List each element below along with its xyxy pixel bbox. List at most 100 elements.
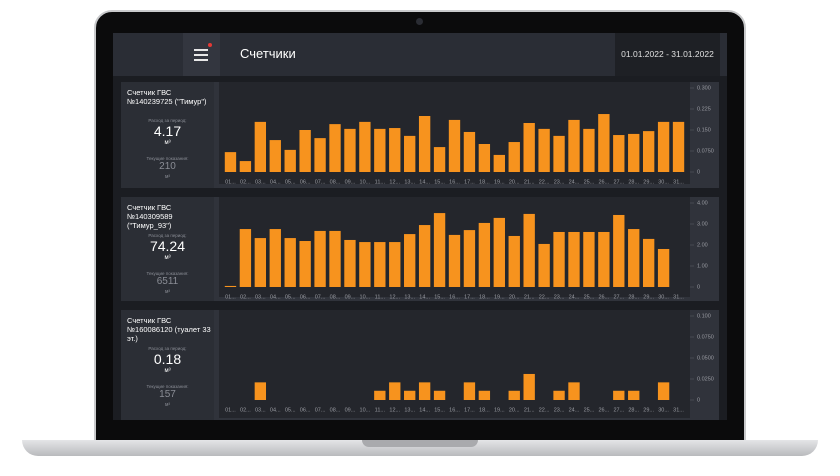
bar	[508, 235, 520, 287]
bar	[553, 390, 565, 400]
period-unit: м³	[164, 140, 171, 146]
x-tick-label: 02...	[240, 407, 251, 413]
y-tick-label: 0.0250	[697, 376, 714, 382]
meter-name: Счетчик ГВС №140309589 ("Тимур_93")	[127, 203, 173, 230]
bar	[344, 239, 356, 287]
x-tick-label: 22...	[539, 407, 550, 413]
x-tick-label: 27...	[613, 179, 624, 185]
x-tick-label: 31...	[673, 294, 684, 300]
period-value: 0.18	[153, 351, 182, 367]
menu-line	[194, 59, 208, 61]
current-unit: м³	[164, 289, 171, 295]
x-tick-label: 25...	[584, 179, 595, 185]
x-tick-label: 25...	[584, 294, 595, 300]
bar	[568, 119, 580, 172]
x-tick-label: 24...	[569, 179, 580, 185]
x-tick-label: 29...	[643, 294, 654, 300]
bar	[404, 390, 416, 400]
x-tick-label: 13...	[404, 179, 415, 185]
bar	[418, 382, 431, 400]
x-tick-label: 30...	[658, 294, 669, 300]
current-label: Текущие показания:	[146, 271, 189, 276]
x-tick-label: 28...	[628, 179, 639, 185]
date-range[interactable]: 01.01.2022 - 31.01.2022	[615, 33, 720, 76]
x-tick-label: 14...	[419, 407, 430, 413]
bar	[389, 382, 401, 400]
x-tick-label: 23...	[554, 294, 565, 300]
bar	[628, 390, 640, 400]
y-tick-label: 0.300	[697, 85, 711, 91]
y-tick-label: 0	[697, 397, 700, 403]
chart: 0 1.00 2.00 3.00 4.00 01... 02... 03... 04... 05.…	[219, 197, 708, 300]
x-tick-label: 30...	[658, 179, 669, 185]
x-tick-label: 31...	[673, 179, 684, 185]
bar	[418, 225, 431, 287]
x-tick-label: 04...	[270, 407, 281, 413]
period-label: Расход за период:	[148, 233, 187, 238]
bar	[478, 144, 491, 172]
bar	[642, 238, 655, 287]
chart: 0 0.0250 0.0500 0.0750 0.100 01... 02... 03... 0…	[219, 310, 714, 418]
x-tick-label: 09...	[345, 179, 356, 185]
x-tick-label: 12...	[389, 179, 400, 185]
x-tick-label: 10...	[360, 407, 371, 413]
bar	[493, 154, 505, 172]
bar	[224, 285, 237, 287]
menu-line	[194, 54, 208, 56]
bar	[404, 135, 416, 172]
bar	[269, 140, 281, 172]
x-tick-label: 25...	[584, 407, 595, 413]
x-tick-label: 27...	[613, 294, 624, 300]
screen: Счетчики 01.01.2022 - 31.01.2022 Счетчик…	[113, 33, 727, 420]
camera	[416, 18, 423, 25]
bar	[568, 382, 580, 400]
bar	[404, 234, 416, 287]
menu-button[interactable]	[183, 33, 220, 76]
x-tick-label: 09...	[345, 294, 356, 300]
bar	[448, 119, 461, 172]
x-tick-label: 28...	[628, 294, 639, 300]
bar	[374, 128, 386, 172]
x-tick-label: 16...	[449, 407, 460, 413]
y-tick-label: 3.00	[697, 221, 708, 227]
x-tick-label: 10...	[360, 179, 371, 185]
y-tick-label: 1.00	[697, 263, 708, 269]
x-tick-label: 19...	[494, 179, 505, 185]
header: Счетчики 01.01.2022 - 31.01.2022	[113, 33, 727, 76]
period-unit: м³	[164, 368, 171, 374]
x-tick-label: 15...	[434, 294, 445, 300]
period-value: 74.24	[149, 238, 186, 254]
x-tick-label: 14...	[419, 179, 430, 185]
bar	[433, 147, 446, 172]
y-tick-label: 0.0500	[697, 355, 714, 361]
bar	[493, 217, 505, 287]
bar	[359, 242, 371, 287]
x-tick-label: 31...	[673, 407, 684, 413]
bar	[657, 382, 670, 400]
x-tick-label: 22...	[539, 294, 550, 300]
x-tick-label: 26...	[599, 407, 610, 413]
y-tick-label: 0.0750	[697, 334, 714, 340]
x-tick-label: 19...	[494, 407, 505, 413]
x-tick-label: 22...	[539, 179, 550, 185]
y-tick-label: 0	[697, 169, 700, 175]
x-tick-label: 10...	[360, 294, 371, 300]
x-tick-label: 21...	[524, 294, 535, 300]
period-unit: м³	[164, 255, 171, 261]
bar	[433, 213, 446, 287]
x-tick-label: 08...	[330, 179, 341, 185]
x-tick-label: 27...	[613, 407, 624, 413]
x-tick-label: 26...	[599, 294, 610, 300]
bar	[284, 238, 296, 287]
bar	[523, 123, 535, 172]
x-tick-label: 20...	[509, 407, 520, 413]
bar	[433, 390, 446, 400]
bar	[583, 231, 595, 287]
x-tick-label: 11...	[375, 294, 386, 300]
x-tick-label: 08...	[330, 407, 341, 413]
meter-panel: Счетчик ГВС №140309589 ("Тимур_93") Расхо…	[121, 197, 719, 301]
x-tick-label: 03...	[255, 294, 266, 300]
x-tick-label: 05...	[285, 294, 296, 300]
bar	[568, 231, 580, 287]
